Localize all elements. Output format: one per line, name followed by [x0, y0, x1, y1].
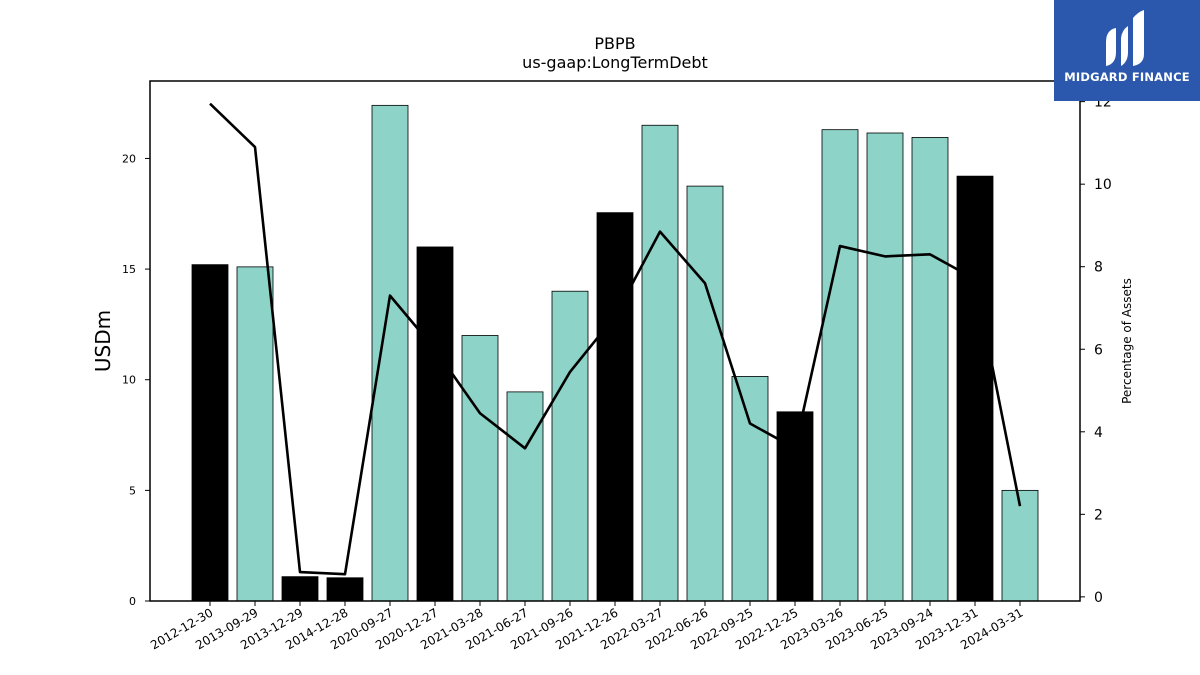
bar-2022-09-25 — [731, 376, 769, 602]
bar-2013-09-29 — [236, 266, 274, 602]
bar-2013-12-29 — [281, 576, 319, 602]
y-tick-label: 5 — [129, 484, 136, 497]
y-axis-label: USDm — [91, 310, 115, 372]
bars-group — [191, 104, 1039, 602]
bar-2020-12-27 — [416, 246, 454, 602]
y2-tick-label: 0 — [1094, 590, 1103, 606]
y-tick-label: 20 — [122, 152, 136, 165]
line-group — [209, 102, 1022, 576]
y2-axis-label: Percentage of Assets — [1120, 278, 1134, 404]
y2-tick-label: 8 — [1094, 260, 1103, 276]
chart-title: PBPB — [594, 34, 635, 53]
bar-2022-06-26 — [686, 185, 724, 602]
bar-2023-06-25 — [866, 132, 904, 602]
y-tick-label: 0 — [129, 595, 136, 608]
bar-2023-03-26 — [821, 129, 859, 602]
bar-2024-03-31 — [1001, 489, 1039, 602]
bar-2014-12-28 — [326, 577, 364, 602]
logo-text: MIDGARD FINANCE — [1064, 70, 1190, 84]
midgard-finance-logo: MIDGARD FINANCE — [1054, 0, 1200, 101]
bar-2023-12-31 — [956, 175, 994, 602]
y2-tick-label: 6 — [1094, 342, 1103, 358]
y2-tick-label: 10 — [1094, 177, 1112, 193]
bar-2022-03-27 — [641, 124, 679, 602]
y2-tick-label: 4 — [1094, 425, 1103, 441]
chart-subtitle: us-gaap:LongTermDebt — [522, 53, 708, 72]
y2-tick-label: 2 — [1094, 507, 1103, 523]
bar-2020-09-27 — [371, 104, 409, 602]
bar-2012-12-30 — [191, 264, 229, 602]
y-tick-label: 15 — [122, 263, 136, 276]
bar-2021-12-26 — [596, 212, 634, 602]
bar-2021-03-28 — [461, 335, 499, 602]
bar-2021-06-27 — [506, 391, 544, 602]
midgard-logo-icon — [1106, 10, 1144, 66]
bar-2021-09-26 — [551, 290, 589, 602]
bar-2023-09-24 — [911, 137, 949, 602]
y-tick-label: 10 — [122, 374, 136, 387]
